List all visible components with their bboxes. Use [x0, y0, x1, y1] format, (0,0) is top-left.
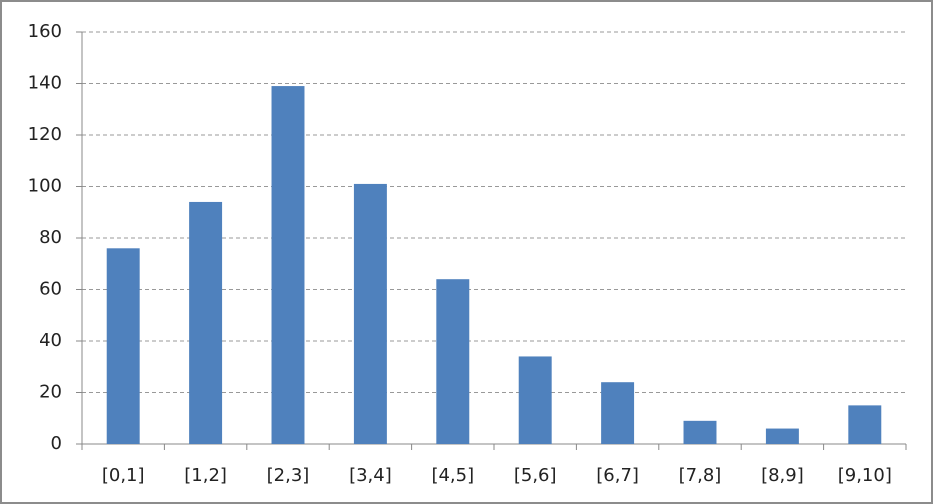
y-tick-label: 20	[39, 382, 62, 403]
y-tick-label: 120	[28, 124, 62, 145]
y-tick-label: 0	[51, 433, 62, 454]
y-tick-label: 80	[39, 227, 62, 248]
bar	[353, 183, 387, 445]
x-tick-label: [9,10]	[838, 465, 892, 486]
bar	[436, 279, 470, 444]
bar	[106, 248, 140, 444]
y-tick-label: 140	[28, 73, 62, 94]
x-tick-label: [0,1]	[102, 465, 145, 486]
x-tick-label: [5,6]	[514, 465, 557, 486]
x-tick-label: [8,9]	[761, 465, 804, 486]
bar	[271, 86, 305, 444]
x-tick-label: [6,7]	[596, 465, 639, 486]
bar	[518, 356, 552, 444]
bar	[601, 382, 635, 444]
y-tick-label: 40	[39, 330, 62, 351]
x-tick-label: [2,3]	[267, 465, 310, 486]
bar	[189, 201, 223, 444]
y-tick-label: 60	[39, 279, 62, 300]
bar	[765, 428, 799, 444]
x-tick-label: [3,4]	[349, 465, 392, 486]
y-tick-label: 100	[28, 176, 62, 197]
x-tick-label: [7,8]	[679, 465, 722, 486]
x-tick-label: [4,5]	[431, 465, 474, 486]
x-tick-label: [1,2]	[184, 465, 227, 486]
bar	[683, 420, 717, 444]
bar	[848, 405, 882, 444]
y-tick-label: 160	[28, 21, 62, 42]
